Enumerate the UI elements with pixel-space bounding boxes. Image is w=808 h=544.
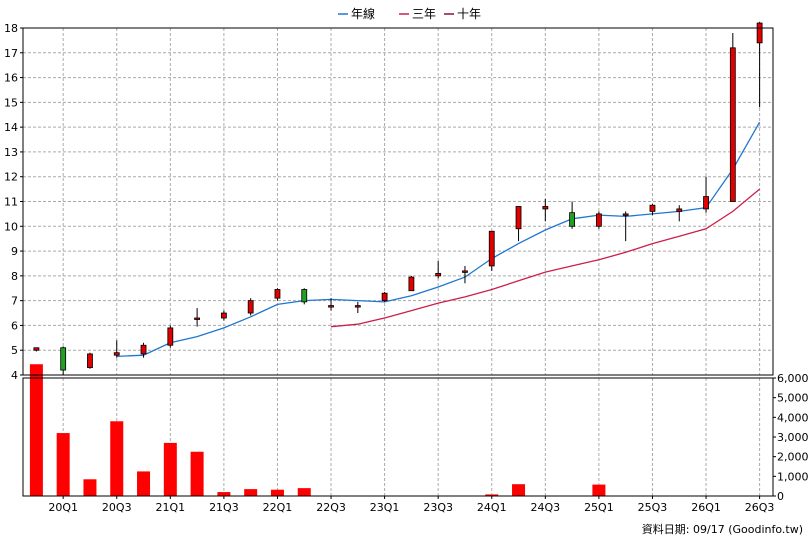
x-axis-labels: 20Q1 20Q3 21Q1 21Q3 22Q1 22Q3 23Q1 23Q3 24Q1 24Q3… xyxy=(48,496,774,514)
x-tick-label: 25Q1 xyxy=(584,501,614,514)
volume-bar xyxy=(83,479,97,496)
price-tick-label: 14 xyxy=(4,121,18,134)
x-tick-label: 23Q3 xyxy=(423,501,453,514)
candle-body xyxy=(595,213,602,227)
candle-body xyxy=(676,208,683,212)
volume-tick-label: 1,000 xyxy=(777,470,808,483)
volume-bar xyxy=(297,488,311,496)
volume-bar xyxy=(244,489,258,496)
x-tick-label: 21Q1 xyxy=(155,501,185,514)
x-tick-label: 25Q3 xyxy=(638,501,668,514)
volume-bar xyxy=(270,489,284,496)
volume-bar xyxy=(163,442,177,496)
x-tick-label: 20Q1 xyxy=(48,501,78,514)
volume-plot-frame xyxy=(22,377,774,497)
candle-body xyxy=(274,289,281,299)
candle-body xyxy=(328,305,334,308)
candle-body xyxy=(542,206,549,210)
price-grid xyxy=(23,27,773,376)
price-tick-label: 9 xyxy=(11,245,18,258)
candle-body xyxy=(488,230,495,267)
candle-body xyxy=(113,352,120,356)
volume-tick-label: 3,000 xyxy=(777,431,808,444)
price-tick-label: 11 xyxy=(4,196,18,209)
price-tick-label: 7 xyxy=(11,295,18,308)
candle-body xyxy=(462,270,468,273)
candle-body xyxy=(140,344,147,355)
volume-bar xyxy=(217,492,231,496)
ma-3year-line xyxy=(330,188,761,328)
candle-body xyxy=(729,47,736,202)
plot-frames xyxy=(22,27,774,497)
price-tick-label: 12 xyxy=(4,171,18,184)
volume-bar xyxy=(485,494,499,496)
price-tick-label: 5 xyxy=(11,344,18,357)
candle-body xyxy=(220,312,227,319)
volume-bars xyxy=(29,364,767,497)
candle-body xyxy=(649,204,656,212)
price-tick-label: 15 xyxy=(4,96,18,109)
volume-bar xyxy=(512,484,526,496)
price-tick-label: 16 xyxy=(4,72,18,85)
volume-bar xyxy=(110,421,124,496)
x-tick-label: 24Q3 xyxy=(530,501,560,514)
volume-bar xyxy=(29,364,43,496)
candle-body xyxy=(622,213,629,216)
x-tick-label: 22Q3 xyxy=(316,501,346,514)
price-tick-label: 10 xyxy=(4,220,18,233)
candle-body xyxy=(247,300,254,314)
candle-body xyxy=(301,289,308,303)
x-tick-label: 21Q3 xyxy=(209,501,239,514)
price-tick-label: 18 xyxy=(4,22,18,35)
candle-body xyxy=(60,347,67,371)
price-tick-label: 17 xyxy=(4,47,18,60)
x-tick-label: 26Q1 xyxy=(691,501,721,514)
price-tick-label: 6 xyxy=(11,319,18,332)
candle-body xyxy=(33,347,40,351)
candle-body xyxy=(408,276,415,292)
volume-bar xyxy=(592,484,606,496)
volume-tick-label: 5,000 xyxy=(777,392,808,405)
legend-label-2: 十年 xyxy=(457,7,481,21)
volume-axis-labels: 0 1,000 2,000 3,000 4,000 5,000 6,000 xyxy=(773,372,808,503)
candle-body xyxy=(167,327,174,346)
candle-body xyxy=(87,353,93,368)
x-tick-label: 23Q1 xyxy=(370,501,400,514)
footer-source: 資料日期: 09/17 (Goodinfo.tw) xyxy=(642,522,803,536)
candle-body xyxy=(194,317,201,320)
candle-body xyxy=(756,22,763,44)
legend-label-0: 年線 xyxy=(351,6,375,21)
volume-tick-label: 2,000 xyxy=(777,451,808,464)
candle-body xyxy=(354,305,361,308)
price-tick-label: 4 xyxy=(11,369,18,382)
volume-tick-label: 0 xyxy=(777,490,784,503)
volume-tick-label: 4,000 xyxy=(777,411,808,424)
price-tick-label: 13 xyxy=(4,146,18,159)
candle-body xyxy=(569,212,576,227)
x-tick-label: 26Q3 xyxy=(745,501,775,514)
price-tick-label: 8 xyxy=(11,270,18,283)
candle-body xyxy=(515,206,522,230)
candles xyxy=(33,21,763,375)
legend: 年線 三年 十年 xyxy=(338,6,481,21)
candle-body xyxy=(703,196,709,210)
x-tick-label: 22Q1 xyxy=(263,501,293,514)
volume-bar xyxy=(190,451,204,496)
candle-body xyxy=(435,272,442,277)
volume-bar xyxy=(137,471,151,496)
price-axis-labels: 4 5 6 7 8 9 10 11 12 13 14 15 16 17 18 xyxy=(4,22,23,382)
x-tick-label: 24Q1 xyxy=(477,501,507,514)
x-tick-label: 20Q3 xyxy=(102,501,132,514)
volume-tick-label: 6,000 xyxy=(777,372,808,385)
candle-body xyxy=(381,292,388,302)
volume-bar xyxy=(56,433,70,496)
legend-label-1: 三年 xyxy=(412,7,436,21)
